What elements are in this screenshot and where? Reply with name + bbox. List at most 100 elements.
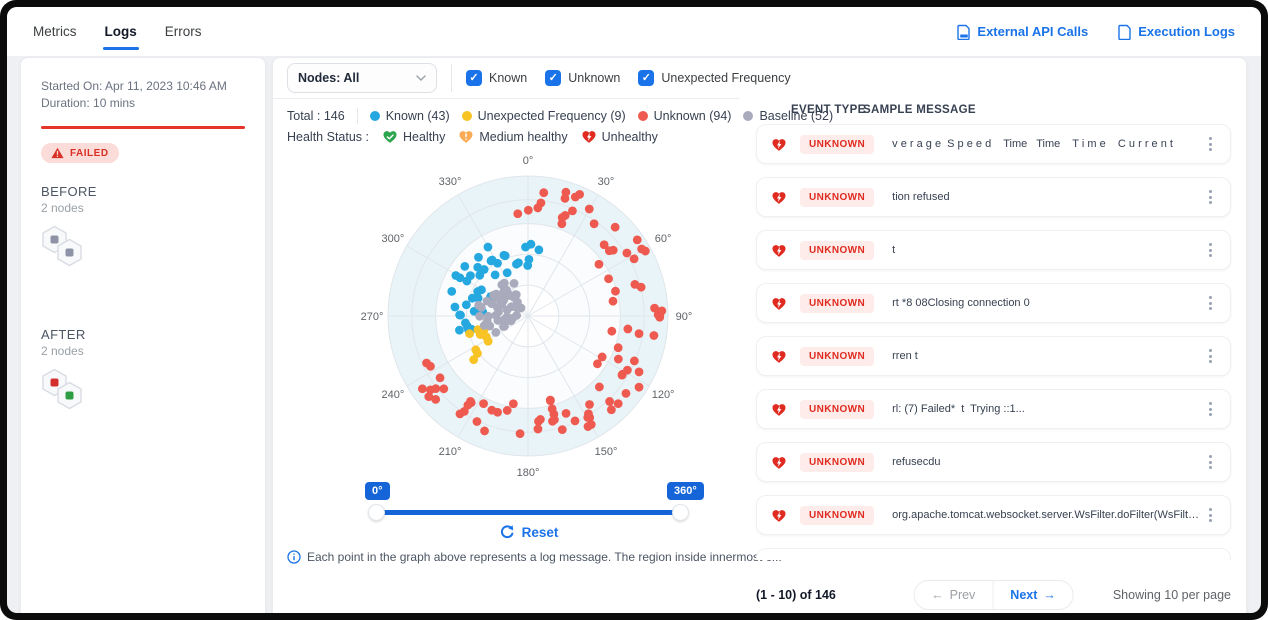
controls-separator (451, 64, 452, 92)
event-type-column-header: EVENT TYPE (791, 104, 866, 116)
section-label-after: AFTER (41, 327, 86, 342)
health-status-label: Health Status : (287, 129, 369, 144)
event-card: UNKNOWN org.apache.tomcat.websocket.serv… (756, 495, 1231, 535)
heart-bolt-icon (772, 509, 786, 522)
link-external-api-calls[interactable]: External API Calls (957, 24, 1088, 40)
angle-range-slider[interactable] (376, 510, 681, 515)
legend-item: Unexpected Frequency (9) (461, 109, 626, 123)
node-group-before (41, 225, 87, 271)
event-table-header: EVENT TYPE SAMPLE MESSAGE (756, 98, 1231, 124)
event-type-badge: UNKNOWN (800, 346, 875, 366)
checkbox-unknown[interactable]: ✓ Unknown (545, 70, 620, 86)
unhealthy-heart-icon (771, 243, 787, 258)
section-node-count: 2 nodes (41, 201, 84, 215)
chevron-down-icon (416, 75, 426, 81)
svg-text:180°: 180° (517, 467, 540, 479)
slider-handle-max[interactable] (672, 504, 689, 521)
checkbox-unexpected-frequency[interactable]: ✓ Unexpected Frequency (638, 70, 791, 86)
health-items: Healthy Medium healthy Unhealthy (382, 129, 658, 144)
tab-metrics[interactable]: Metrics (33, 24, 77, 39)
row-menu-button[interactable] (1205, 504, 1216, 526)
reset-button[interactable]: Reset (376, 524, 681, 540)
unhealthy-heart-icon (771, 296, 787, 311)
heart-bolt-icon (772, 191, 786, 204)
row-menu-button[interactable] (1205, 133, 1216, 155)
info-icon (287, 550, 301, 564)
top-header: Metrics Logs Errors External API Calls Exe… (7, 7, 1261, 56)
link-execution-logs[interactable]: Execution Logs (1118, 24, 1235, 40)
svg-text:210°: 210° (439, 446, 462, 458)
event-card: UNKNOWN rren t (756, 336, 1231, 376)
svg-text:30°: 30° (598, 176, 615, 188)
node-sections: BEFORE 2 nodes AFTER 2 nodes (41, 184, 245, 414)
screen: Metrics Logs Errors External API Calls Exe… (7, 7, 1261, 613)
prev-label: Prev (949, 588, 976, 602)
svg-text:150°: 150° (595, 446, 618, 458)
next-arrow-icon: → (1043, 588, 1056, 602)
status-badge: FAILED (41, 143, 119, 163)
chart-controls: Nodes: All ✓ Known ✓ Unknown ✓ Unexpected Fre… (287, 63, 791, 93)
unhealthy-heart-icon (771, 402, 787, 417)
svg-text:300°: 300° (382, 233, 405, 245)
tab-logs[interactable]: Logs (102, 20, 140, 50)
document-api-icon (957, 24, 971, 40)
legend-item-label: Unknown (94) (653, 109, 732, 123)
checkbox-check-icon: ✓ (466, 70, 482, 86)
prev-button[interactable]: ← Prev (914, 581, 994, 609)
row-menu-button[interactable] (1205, 345, 1216, 367)
checkbox-label: Known (489, 71, 528, 85)
checkbox-known[interactable]: ✓ Known (466, 70, 527, 86)
node-group-after (41, 368, 87, 414)
link-label: Execution Logs (1138, 24, 1235, 39)
health-item-label: Healthy (403, 129, 446, 144)
legend-item-label: Baseline (52) (759, 109, 834, 123)
chart-info-note: Each point in the graph above represents… (287, 550, 782, 564)
node-hexagon-icon[interactable] (56, 381, 83, 410)
row-menu-button[interactable] (1205, 239, 1216, 261)
pagination-bar: (1 - 10) of 146 ← Prev Next → Showing 10 p… (756, 579, 1231, 611)
svg-text:0°: 0° (523, 155, 534, 167)
row-menu-button[interactable] (1205, 398, 1216, 420)
health-item-healthy: Healthy (382, 129, 445, 144)
node-item[interactable] (56, 238, 83, 272)
health-item-label: Unhealthy (601, 129, 658, 144)
health-item-medium-healthy: Medium healthy (458, 129, 568, 144)
event-card: UNKNOWN tion refused (756, 177, 1231, 217)
svg-text:330°: 330° (439, 176, 462, 188)
chart-legend: Total : 146 Known (43) Unexpected Frequen… (287, 108, 833, 124)
row-menu-button[interactable] (1205, 292, 1216, 314)
svg-text:120°: 120° (652, 389, 675, 401)
event-type-badge: UNKNOWN (800, 399, 875, 419)
slider-handle-min[interactable] (368, 504, 385, 521)
legend-item-label: Known (43) (385, 109, 450, 123)
pagination-range: (1 - 10) of 146 (756, 588, 836, 602)
controls-divider (273, 98, 739, 99)
unhealthy-heart-icon (771, 190, 787, 205)
next-button[interactable]: Next → (993, 581, 1073, 609)
checkbox-check-icon: ✓ (638, 70, 655, 86)
node-hexagon-icon[interactable] (56, 238, 83, 267)
svg-text:60°: 60° (655, 233, 672, 245)
next-label: Next (1010, 588, 1038, 602)
event-sample-message: refusecdu (892, 456, 941, 468)
checkbox-label: Unexpected Frequency (661, 71, 791, 85)
event-type-badge: UNKNOWN (800, 187, 875, 207)
row-menu-button[interactable] (1205, 451, 1216, 473)
polar-chart-container: 0° 30° 60° 90° 120° 150° 180° 210° 240° 270° 300° 3… (356, 146, 700, 491)
per-page-label: Showing 10 per page (1112, 588, 1231, 602)
event-sample-message: rl: (7) Failed* t Trying ::1... (892, 403, 1025, 415)
node-item[interactable] (56, 381, 83, 415)
event-card: UNKNOWN rt *8 08Closing connection 0 (756, 283, 1231, 323)
logs-main-panel: Nodes: All ✓ Known ✓ Unknown ✓ Unexpected Fre… (272, 57, 1247, 613)
row-menu-button[interactable] (1205, 186, 1216, 208)
nodes-dropdown[interactable]: Nodes: All (287, 63, 437, 93)
heart-bolt-icon (772, 244, 786, 257)
tab-errors[interactable]: Errors (164, 24, 202, 39)
slider-min-badge: 0° (365, 482, 390, 500)
unhealthy-heart-icon (771, 455, 787, 470)
event-type-badge: UNKNOWN (800, 505, 875, 525)
status-divider (41, 126, 245, 129)
heart-exclaim-icon (459, 131, 473, 143)
prev-arrow-icon: ← (931, 588, 944, 602)
reset-label: Reset (521, 524, 559, 540)
